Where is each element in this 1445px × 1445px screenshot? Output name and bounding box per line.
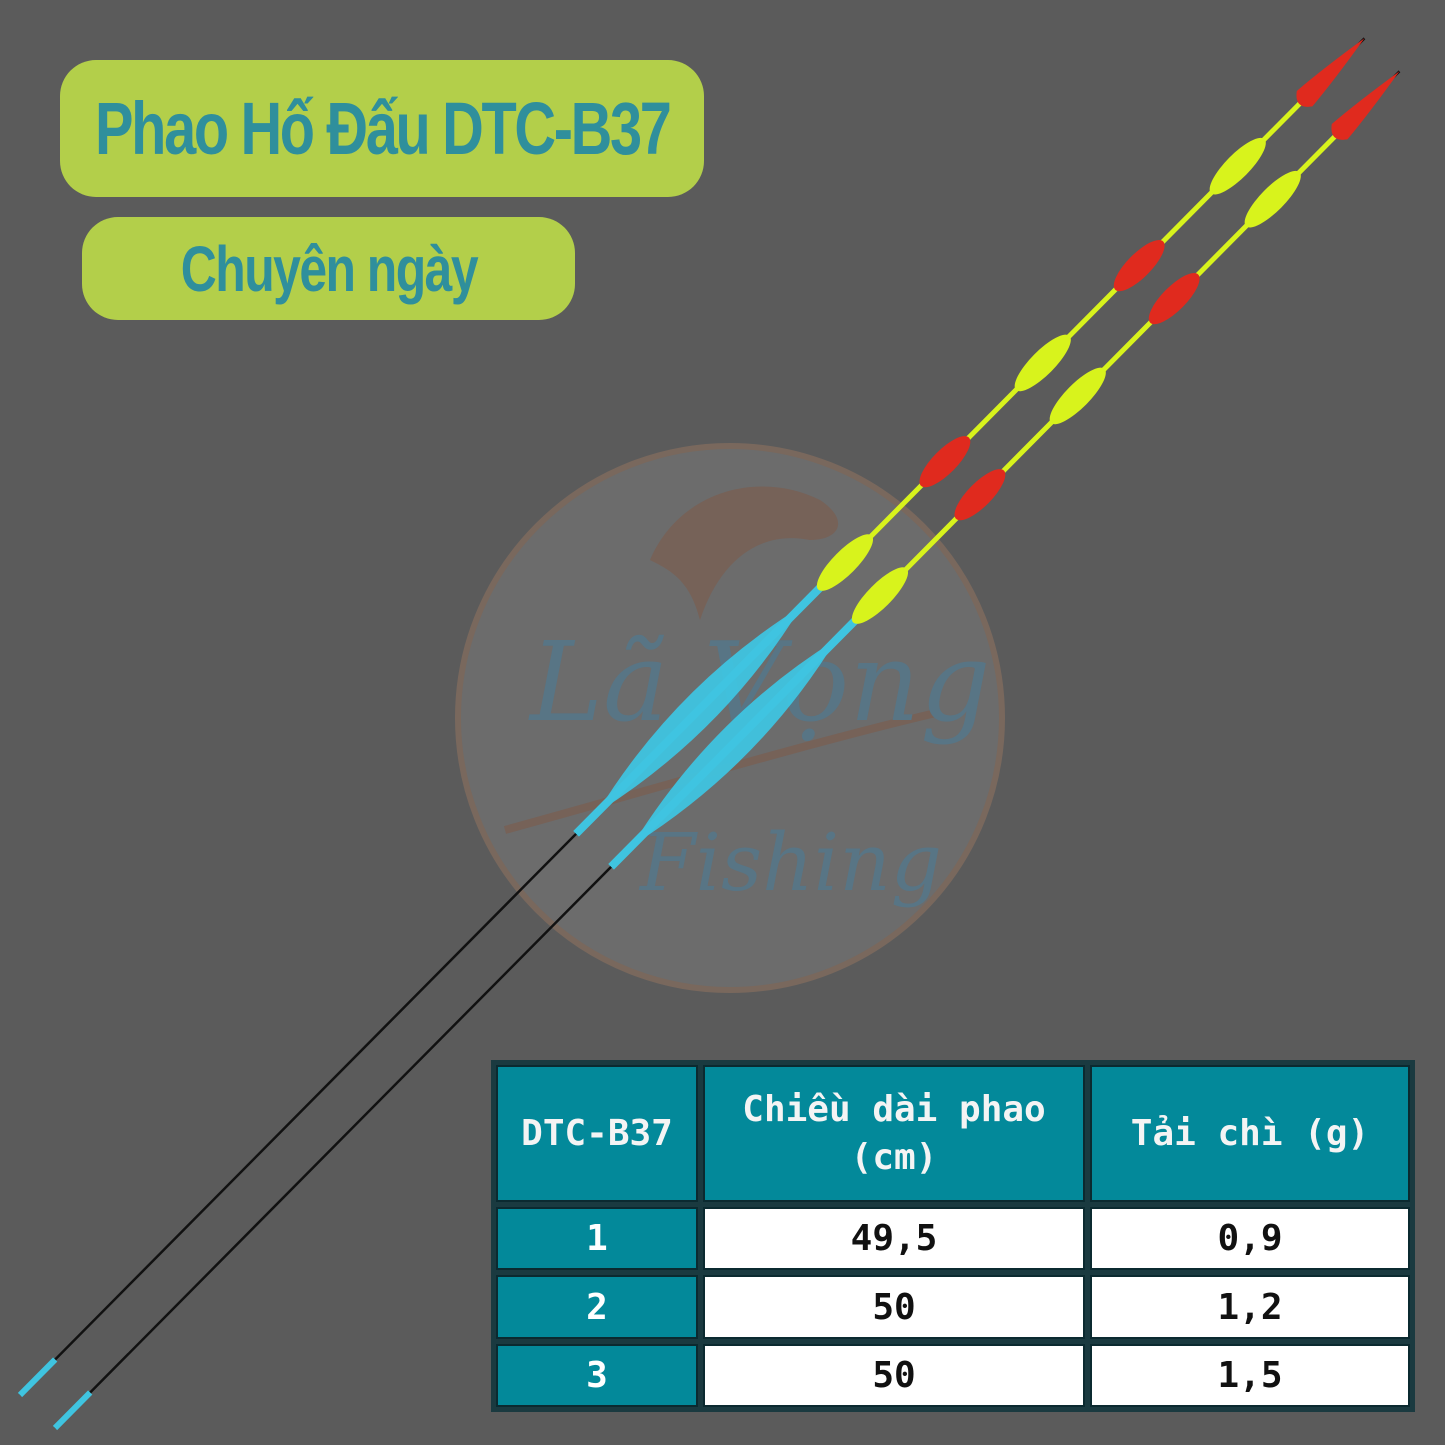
- header-model: DTC-B37: [496, 1065, 698, 1203]
- float-body: [597, 606, 802, 813]
- product-subtitle-badge: Chuyên ngày: [82, 217, 575, 320]
- float-yellow-segment: [1014, 334, 1071, 392]
- float-tip: [1331, 71, 1400, 140]
- watermark-text-2: Fishing: [638, 816, 942, 909]
- row-load: 1,2: [1090, 1275, 1410, 1339]
- float-yellow-segment: [816, 534, 874, 591]
- row-load: 0,9: [1090, 1207, 1410, 1271]
- row-length: 50: [703, 1275, 1085, 1339]
- header-load: Tải chì (g): [1090, 1065, 1410, 1203]
- row-length: 49,5: [703, 1207, 1085, 1271]
- float-tail: [52, 1390, 93, 1431]
- float-yellow-segment: [1209, 137, 1266, 195]
- float-body: [632, 639, 837, 846]
- watermark-logo: Lã Vọng Fishing: [455, 443, 1005, 993]
- float-yellow-segment: [1244, 170, 1301, 228]
- product-title: Phao Hố Đấu DTC-B37: [94, 87, 672, 170]
- spec-table-header: DTC-B37 Chiều dài phao (cm) Tải chì (g): [496, 1065, 1410, 1203]
- row-id: 2: [496, 1275, 698, 1339]
- spec-table: DTC-B37 Chiều dài phao (cm) Tải chì (g) …: [491, 1060, 1415, 1412]
- float-yellow-segment: [851, 567, 909, 624]
- table-row: 1 49,5 0,9: [496, 1207, 1410, 1271]
- row-length: 50: [703, 1343, 1085, 1407]
- float-red-segment: [1113, 240, 1165, 292]
- row-id: 1: [496, 1207, 698, 1271]
- float-tail: [17, 1357, 58, 1398]
- float-1: [17, 37, 1366, 1398]
- float-2: [52, 70, 1401, 1431]
- product-subtitle: Chuyên ngày: [180, 232, 478, 305]
- float-red-segment: [919, 436, 971, 488]
- float-yellow-segment: [1049, 367, 1106, 425]
- float-tip: [1296, 38, 1365, 107]
- product-title-badge: Phao Hố Đấu DTC-B37: [60, 60, 704, 197]
- header-length: Chiều dài phao (cm): [703, 1065, 1085, 1203]
- table-row: 2 50 1,2: [496, 1275, 1410, 1339]
- float-red-segment: [954, 469, 1006, 521]
- row-id: 3: [496, 1343, 698, 1407]
- float-red-segment: [1148, 273, 1200, 325]
- row-load: 1,5: [1090, 1343, 1410, 1407]
- table-row: 3 50 1,5: [496, 1343, 1410, 1407]
